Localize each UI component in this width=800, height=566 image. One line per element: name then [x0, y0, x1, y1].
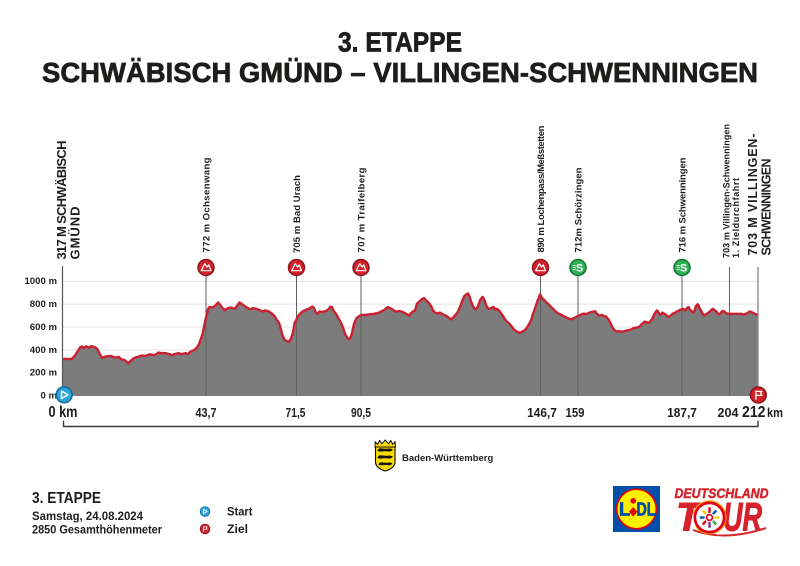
svg-text:Baden-Württemberg: Baden-Württemberg	[402, 453, 494, 464]
svg-text:km: km	[767, 405, 783, 420]
svg-text:0 m: 0 m	[40, 391, 57, 402]
svg-text:716 m Schwenningen: 716 m Schwenningen	[677, 157, 688, 252]
svg-text:159: 159	[566, 406, 585, 420]
svg-text:DEUTSCHLAND: DEUTSCHLAND	[675, 486, 769, 501]
svg-text:212: 212	[742, 404, 766, 421]
svg-text:703 M VILLINGEN-SCHWENNINGEN: 703 M VILLINGEN-SCHWENNINGEN	[746, 134, 774, 256]
svg-text:703 m Villingen-Schwenningen1.: 703 m Villingen-Schwenningen1. Zieldurch…	[722, 124, 742, 258]
svg-text:800 m: 800 m	[30, 299, 57, 310]
svg-text:71,5: 71,5	[286, 406, 306, 420]
svg-text:200 m: 200 m	[30, 368, 57, 379]
svg-text:43,7: 43,7	[196, 406, 217, 420]
svg-text:204: 204	[718, 406, 739, 420]
svg-text:705 m Bad Urach: 705 m Bad Urach	[292, 175, 303, 253]
svg-text:Samstag, 24.08.2024: Samstag, 24.08.2024	[32, 511, 144, 523]
svg-text:890 m Lochenpass/Meßstetten: 890 m Lochenpass/Meßstetten	[536, 125, 547, 252]
svg-text:SCHWÄBISCH GMÜND – VILLINGEN-S: SCHWÄBISCH GMÜND – VILLINGEN-SCHWENNINGE…	[42, 57, 758, 88]
svg-text:UR: UR	[723, 496, 762, 540]
svg-text:707 m Traifelberg: 707 m Traifelberg	[356, 167, 367, 252]
svg-text:317 M SCHWÄBISCHGMÜND: 317 M SCHWÄBISCHGMÜND	[54, 141, 83, 260]
svg-text:S: S	[680, 262, 687, 274]
svg-text:400 m: 400 m	[30, 345, 57, 356]
svg-text:146,7: 146,7	[527, 406, 557, 420]
svg-text:Start: Start	[227, 507, 253, 519]
svg-text:3. ETAPPE: 3. ETAPPE	[32, 490, 101, 507]
svg-text:S: S	[576, 262, 583, 274]
svg-text:712m Schörzingen: 712m Schörzingen	[573, 167, 584, 252]
svg-text:0 km: 0 km	[49, 404, 78, 421]
svg-text:772 m Ochsenwang: 772 m Ochsenwang	[201, 157, 212, 252]
svg-text:600 m: 600 m	[30, 322, 57, 333]
svg-text:L: L	[619, 499, 630, 520]
svg-text:DL: DL	[637, 499, 656, 520]
svg-text:1000 m: 1000 m	[24, 276, 57, 287]
svg-text:Ziel: Ziel	[227, 524, 248, 536]
svg-text:2850 Gesamthöhenmeter: 2850 Gesamthöhenmeter	[32, 525, 162, 537]
svg-text:90,5: 90,5	[351, 406, 371, 420]
svg-text:3. ETAPPE: 3. ETAPPE	[338, 27, 462, 58]
svg-text:187,7: 187,7	[667, 406, 697, 420]
